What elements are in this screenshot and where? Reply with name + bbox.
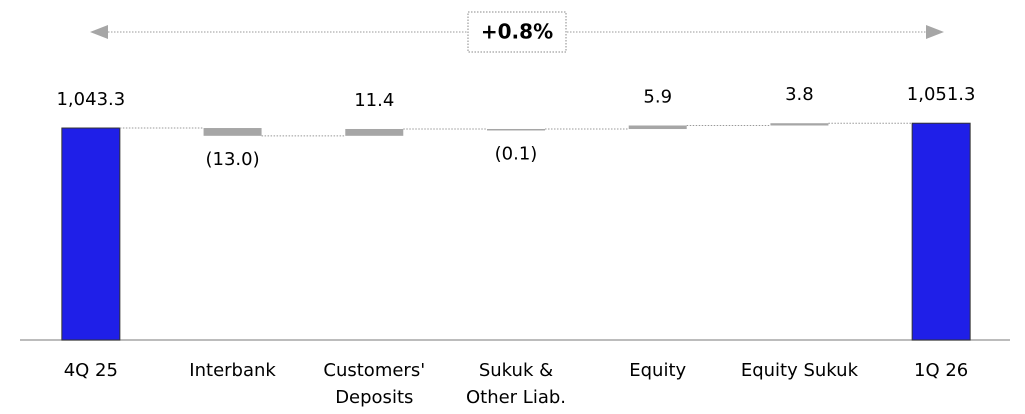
x-tick-label: Equity	[629, 360, 686, 381]
arrow-head-right	[926, 25, 944, 39]
value-label: 1,051.3	[907, 84, 976, 105]
x-tick-label: 1Q 26	[914, 360, 968, 381]
delta-bar	[770, 123, 829, 126]
value-label: (13.0)	[206, 149, 260, 170]
value-label: 5.9	[643, 87, 672, 108]
x-tick-label: Customers' Deposits	[323, 360, 425, 408]
total-bar	[911, 122, 971, 341]
delta-bar	[345, 128, 404, 136]
delta-bar	[628, 125, 687, 130]
delta-bar	[487, 128, 545, 131]
delta-bar	[203, 128, 262, 136]
x-tick-label: Equity Sukuk	[741, 360, 859, 381]
arrow-head-left	[90, 25, 108, 39]
value-label: 1,043.3	[56, 89, 125, 110]
x-tick-label: Interbank	[189, 360, 276, 381]
value-label: 11.4	[354, 90, 394, 111]
x-tick-label: Sukuk & Other Liab.	[466, 360, 566, 408]
annotation-box	[467, 11, 567, 53]
total-bar	[61, 127, 121, 341]
x-tick-label: 4Q 25	[64, 360, 118, 381]
value-label: 3.8	[785, 84, 814, 105]
annotation: +0.8%	[481, 20, 553, 44]
value-label: (0.1)	[495, 143, 538, 164]
